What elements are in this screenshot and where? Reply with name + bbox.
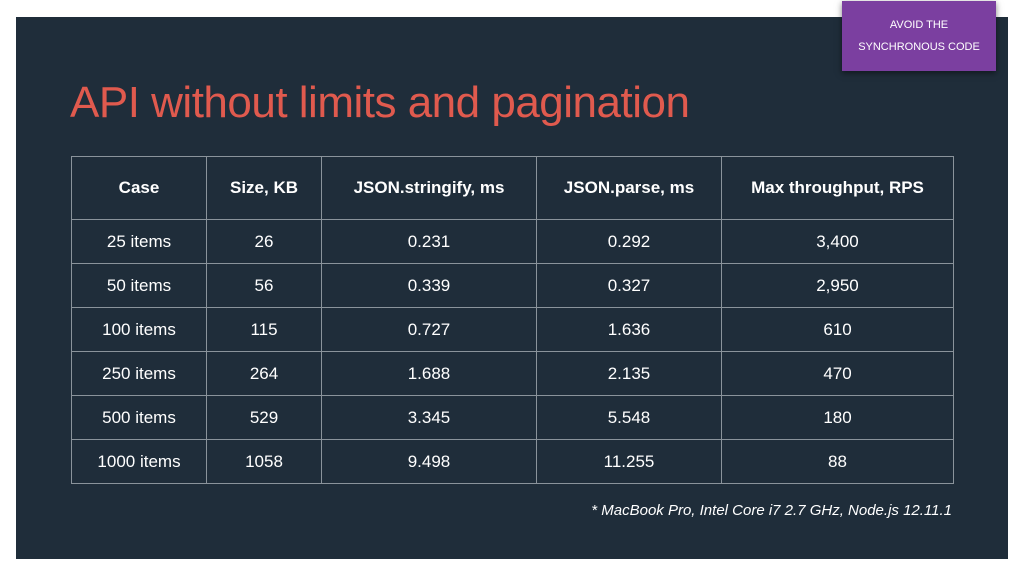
cell-throughput: 180 bbox=[721, 395, 954, 440]
header-size: Size, KB bbox=[206, 156, 322, 220]
cell-size: 56 bbox=[206, 263, 322, 308]
cell-stringify: 0.727 bbox=[321, 307, 537, 352]
cell-size: 26 bbox=[206, 219, 322, 264]
cell-throughput: 610 bbox=[721, 307, 954, 352]
cell-stringify: 0.339 bbox=[321, 263, 537, 308]
header-stringify: JSON.stringify, ms bbox=[321, 156, 537, 220]
cell-throughput: 88 bbox=[721, 439, 954, 484]
table-header-row: Case Size, KB JSON.stringify, ms JSON.pa… bbox=[71, 156, 954, 220]
table-row: 25 items 26 0.231 0.292 3,400 bbox=[71, 219, 954, 264]
cell-stringify: 3.345 bbox=[321, 395, 537, 440]
cell-parse: 11.255 bbox=[536, 439, 722, 484]
badge-line-2: SYNCHRONOUS CODE bbox=[858, 41, 980, 53]
table-row: 250 items 264 1.688 2.135 470 bbox=[71, 351, 954, 396]
cell-case: 50 items bbox=[71, 263, 207, 308]
cell-throughput: 2,950 bbox=[721, 263, 954, 308]
cell-stringify: 1.688 bbox=[321, 351, 537, 396]
cell-parse: 0.327 bbox=[536, 263, 722, 308]
header-case: Case bbox=[71, 156, 207, 220]
cell-size: 264 bbox=[206, 351, 322, 396]
cell-case: 25 items bbox=[71, 219, 207, 264]
cell-parse: 2.135 bbox=[536, 351, 722, 396]
footnote: * MacBook Pro, Intel Core i7 2.7 GHz, No… bbox=[591, 502, 952, 519]
table-row: 50 items 56 0.339 0.327 2,950 bbox=[71, 263, 954, 308]
header-parse: JSON.parse, ms bbox=[536, 156, 722, 220]
cell-stringify: 0.231 bbox=[321, 219, 537, 264]
table-row: 500 items 529 3.345 5.548 180 bbox=[71, 395, 954, 440]
table-row: 1000 items 1058 9.498 11.255 88 bbox=[71, 439, 954, 484]
header-throughput: Max throughput, RPS bbox=[721, 156, 954, 220]
cell-parse: 0.292 bbox=[536, 219, 722, 264]
cell-parse: 1.636 bbox=[536, 307, 722, 352]
cell-stringify: 9.498 bbox=[321, 439, 537, 484]
cell-size: 529 bbox=[206, 395, 322, 440]
cell-throughput: 470 bbox=[721, 351, 954, 396]
cell-case: 500 items bbox=[71, 395, 207, 440]
section-badge: AVOID THE SYNCHRONOUS CODE bbox=[842, 1, 996, 71]
cell-throughput: 3,400 bbox=[721, 219, 954, 264]
cell-parse: 5.548 bbox=[536, 395, 722, 440]
badge-line-1: AVOID THE bbox=[889, 19, 949, 31]
cell-case: 100 items bbox=[71, 307, 207, 352]
benchmark-table: Case Size, KB JSON.stringify, ms JSON.pa… bbox=[71, 156, 954, 484]
table-row: 100 items 115 0.727 1.636 610 bbox=[71, 307, 954, 352]
cell-case: 1000 items bbox=[71, 439, 207, 484]
cell-case: 250 items bbox=[71, 351, 207, 396]
slide-title: API without limits and pagination bbox=[70, 78, 690, 127]
cell-size: 1058 bbox=[206, 439, 322, 484]
cell-size: 115 bbox=[206, 307, 322, 352]
